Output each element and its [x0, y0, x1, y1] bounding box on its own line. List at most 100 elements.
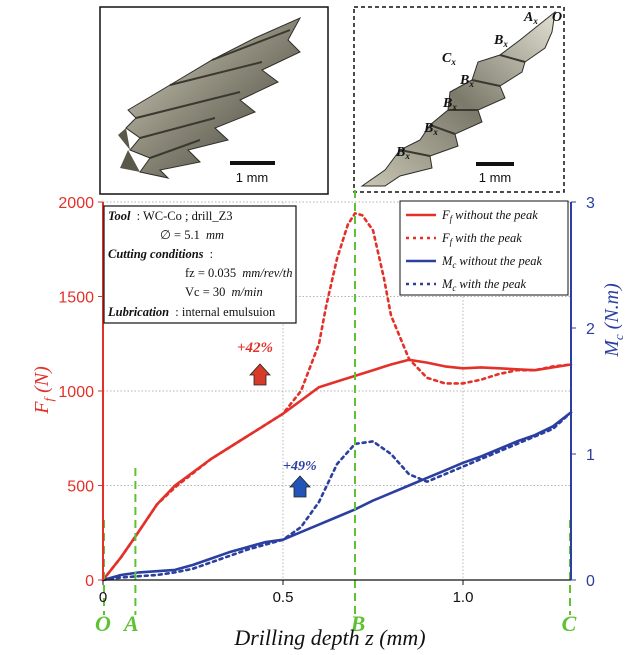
legend-entry-label: Ff without the peak [441, 208, 538, 224]
point-label-sub: x [468, 79, 474, 89]
y-right-axis-title: Mc (N.m) [601, 283, 626, 358]
legend-entry-sub: f [450, 214, 454, 224]
info-diameter-line: ∅ = 5.1 mm [160, 228, 224, 242]
y-left-title-sub: f [41, 396, 56, 402]
ff-up-arrow [249, 363, 271, 386]
info-fz-line: fz = 0.035 mm/rev/th [185, 266, 293, 280]
legend-entry-sub: f [450, 237, 454, 247]
drill-chip-left-image [118, 16, 302, 179]
drill-chip-right-image [360, 10, 556, 187]
legend-entry-name: with the peak [455, 231, 522, 245]
info-cutting-colon: : [210, 247, 213, 261]
mc-increase-label: +49% [283, 459, 317, 474]
point-label-sub: x [432, 127, 438, 137]
y-right-tick-label: 1 [586, 447, 595, 464]
drill-point-label-b: Bx [459, 73, 474, 89]
depth-marker-label-b: B [350, 611, 366, 636]
series-line-m-without-peak [101, 411, 573, 582]
drill-point-label-b: Bx [493, 33, 508, 49]
info-cutting-line: Cutting conditions : [108, 247, 213, 261]
scale-bar-left [230, 161, 275, 165]
info-lubrication-line: Lubrication : internal emulsuion [107, 305, 276, 319]
y-left-tick-label: 2000 [58, 195, 94, 212]
legend-entry-main: F [441, 231, 450, 245]
drill-point-label-o: O [552, 10, 562, 25]
point-label-sub: x [404, 151, 410, 161]
point-label-main: B [395, 145, 405, 160]
point-label-main: A [523, 10, 533, 25]
photo-drill-left: 1 mm [99, 6, 329, 195]
legend-entry-main: F [441, 208, 450, 222]
mc-up-arrow [289, 475, 311, 498]
info-vc-line: Vc = 30 m/min [185, 285, 263, 299]
info-diameter-unit: mm [206, 228, 224, 242]
cutting-info-box: Tool : WC-Co ; drill_Z3 ∅ = 5.1 mm Cutti… [103, 205, 297, 324]
y-right-tick-label: 2 [586, 321, 595, 338]
legend-entry-sub: c [452, 260, 456, 270]
increase-annotations: +42% +49% [237, 340, 317, 498]
legend-entry-label: Mc without the peak [441, 254, 542, 270]
point-label-main: B [459, 73, 469, 88]
y-left-title-main: F [31, 401, 53, 415]
chart-ticks: 0 0.5 1.0 0 500 1000 1500 2000 0 1 2 3 [58, 195, 595, 606]
legend-entry-name: with the peak [459, 277, 526, 291]
drill-point-label-c: Cx [442, 51, 456, 67]
legend-entry-label: Mc with the peak [441, 277, 527, 293]
drill-point-label-b: Bx [395, 145, 410, 161]
point-label-main: B [442, 96, 452, 111]
info-fz-unit: mm/rev/th [242, 266, 292, 280]
legend-entry-main: M [441, 254, 453, 268]
depth-marker-label-c: C [562, 611, 577, 636]
series-line-m-with-peak [101, 411, 573, 582]
depth-marker-label-o: O [95, 611, 111, 636]
info-tool-value: : WC-Co ; drill_Z3 [137, 209, 233, 223]
y-left-tick-label: 1500 [58, 290, 94, 307]
y-right-title-unit: (N.m) [601, 283, 623, 334]
y-left-title-unit: (N) [31, 366, 53, 398]
legend-entry-name: without the peak [455, 208, 538, 222]
info-cutting-label: Cutting conditions [108, 247, 204, 261]
point-label-sub: x [502, 39, 508, 49]
info-vc: Vc = 30 [185, 285, 225, 299]
y-left-tick-label: 1000 [58, 384, 94, 401]
info-tool-line: Tool : WC-Co ; drill_Z3 [108, 209, 233, 223]
series-line-f-without-peak [101, 358, 573, 582]
point-label-main: C [442, 51, 452, 66]
point-label-main: O [552, 10, 562, 25]
chart-plot-area [101, 212, 573, 582]
x-axis-title: Drilling depth z (mm) [233, 625, 425, 650]
point-label-sub: x [450, 57, 456, 67]
y-right-title-sub: c [611, 334, 626, 340]
legend-entry-main: M [441, 277, 453, 291]
x-tick-label: 1.0 [453, 589, 474, 606]
y-left-axis-title: Ff (N) [31, 366, 56, 415]
info-vc-unit: m/min [232, 285, 263, 299]
info-lubrication-label: Lubrication [107, 305, 169, 319]
info-lubrication-value: : internal emulsuion [175, 305, 276, 319]
point-label-sub: x [451, 102, 457, 112]
y-left-tick-label: 500 [67, 479, 94, 496]
depth-marker-label-a: A [122, 611, 139, 636]
scale-label-left: 1 mm [236, 170, 269, 185]
y-right-tick-label: 0 [586, 573, 595, 590]
y-right-title-main: M [601, 339, 623, 358]
point-label-main: B [423, 121, 433, 136]
scale-bar-right [476, 162, 514, 166]
point-label-sub: x [532, 16, 538, 26]
x-tick-label: 0.5 [273, 589, 294, 606]
ff-increase-label: +42% [237, 340, 273, 356]
scale-label-right: 1 mm [479, 170, 512, 185]
drill-point-label-b: Bx [423, 121, 438, 137]
x-tick-label: 0 [99, 589, 107, 606]
info-fz: fz = 0.035 [185, 266, 236, 280]
drill-point-label-a: Ax [523, 10, 538, 26]
legend-frame [399, 200, 569, 296]
legend-entry-name: without the peak [459, 254, 542, 268]
info-diameter: ∅ = 5.1 [160, 228, 200, 242]
series-line-f-with-peak [101, 212, 573, 582]
drill-point-label-b: Bx [442, 96, 457, 112]
